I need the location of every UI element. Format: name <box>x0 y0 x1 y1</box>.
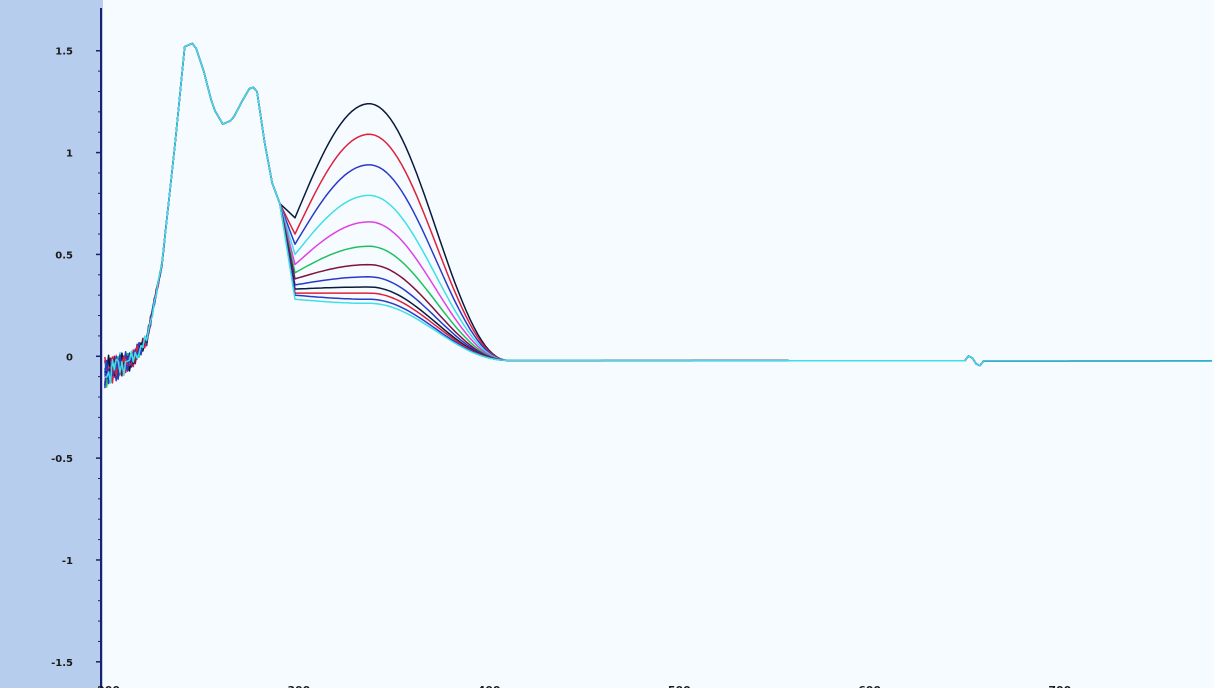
y-tick-label: 0 <box>66 352 73 363</box>
spectrum-series-line <box>104 42 1212 385</box>
x-tick-label: 400 <box>478 684 501 688</box>
y-tick-label: -1.5 <box>51 658 73 669</box>
spectrum-series-line <box>104 42 1212 386</box>
plot-area <box>103 0 1214 688</box>
spectrum-series-line <box>104 42 1212 382</box>
spectrum-series-line <box>104 42 1212 379</box>
left-panel-band <box>0 0 103 688</box>
spectrum-series-line <box>104 42 1212 388</box>
y-tick-label: -1 <box>62 556 73 567</box>
spectrum-series-line <box>104 42 1212 382</box>
spectrum-series-line <box>104 42 1212 389</box>
spectrum-series-line <box>104 42 1212 384</box>
x-tick-label: 300 <box>287 684 310 688</box>
x-tick-label: 700 <box>1048 684 1071 688</box>
y-tick-label: 1.5 <box>55 47 73 58</box>
x-tick-label: 600 <box>858 684 881 688</box>
x-tick-label: 200 <box>97 684 120 688</box>
spectrum-series-line <box>104 42 1212 384</box>
y-tick-label: 0.5 <box>55 250 73 261</box>
x-tick-label: 500 <box>668 684 691 688</box>
spectrum-series-line <box>104 42 1212 384</box>
y-tick-label: 1 <box>66 149 73 160</box>
spectrum-series-line <box>104 42 1212 383</box>
y-tick-label: -0.5 <box>51 454 73 465</box>
spectrum-series-line <box>104 42 1212 377</box>
